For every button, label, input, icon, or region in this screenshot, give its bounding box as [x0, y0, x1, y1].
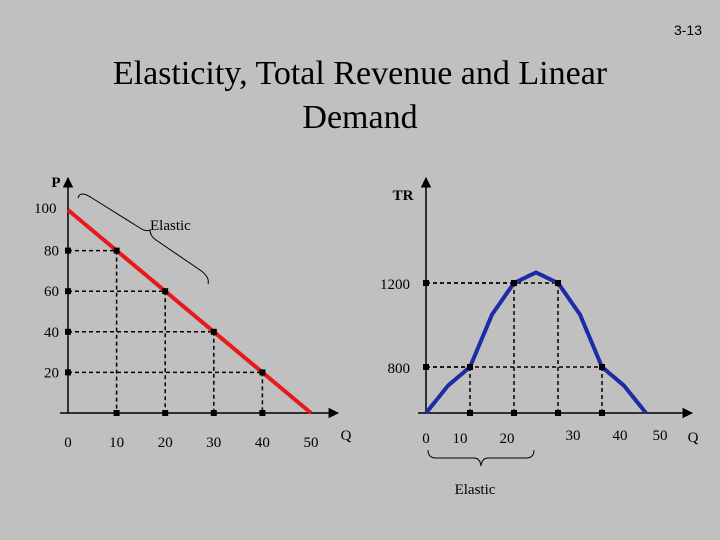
demand-point [113, 247, 120, 254]
tr-y-marker [423, 364, 429, 370]
tr-y-tick-label: 1200 [380, 277, 410, 293]
tr-y-ticks: 800 1200 [380, 277, 410, 377]
demand-y-tick-label: 40 [44, 325, 59, 341]
tr-x-tick-marker [467, 410, 473, 416]
tr-y-axis-title: TR [393, 188, 414, 204]
demand-x-tick-marker [259, 410, 266, 416]
tr-point [599, 364, 605, 370]
tr-x-tick-label: 50 [653, 428, 668, 444]
demand-y-tick-label: 80 [44, 244, 59, 260]
demand-point [162, 288, 169, 295]
demand-y-axis-title: P [51, 175, 60, 191]
tr-x-tick-label: 0 [422, 431, 430, 447]
demand-x-tick-label: 10 [109, 435, 124, 451]
tr-point [555, 280, 561, 286]
demand-x-tick-marker [113, 410, 120, 416]
demand-y-ticks: 20 40 60 80 100 [34, 201, 59, 381]
tr-elastic-annotation: Elastic [455, 482, 496, 498]
tr-x-tick-label: 20 [500, 431, 515, 447]
slide-number: 3-13 [673, 22, 702, 38]
demand-x-tick-label: 30 [206, 435, 221, 451]
demand-series-line [66, 208, 313, 415]
demand-y-tick-label: 20 [44, 365, 59, 381]
demand-x-axis-title: Q [341, 428, 352, 444]
tr-x-axis-title: Q [688, 430, 699, 446]
tr-x-ticks: 0 10 20 30 40 50 [422, 410, 668, 447]
demand-elastic-brace [77, 193, 209, 285]
slide-title: Elasticity, Total Revenue and Linear Dem… [40, 52, 680, 140]
demand-x-tick-label: 0 [64, 435, 72, 451]
tr-series-curve [424, 270, 648, 415]
title-line-1: Elasticity, Total Revenue and Linear [112, 55, 608, 92]
tr-x-tick-marker [599, 410, 605, 416]
demand-x-ticks: 0 10 20 30 40 50 [64, 410, 319, 451]
demand-elastic-annotation: Elastic [150, 218, 191, 234]
tr-guides [426, 282, 603, 413]
tr-x-tick-marker [511, 410, 517, 416]
tr-curve [424, 270, 648, 415]
demand-y-tick-label: 60 [44, 284, 59, 300]
tr-points [423, 280, 605, 370]
tr-chart: 0 10 20 30 40 50 800 1200 TR Q Elastic [380, 176, 699, 498]
tr-x-tick-label: 30 [566, 428, 581, 444]
tr-y-tick-label: 800 [388, 361, 411, 377]
tr-x-tick-label: 10 [453, 431, 468, 447]
demand-x-tick-label: 20 [158, 435, 173, 451]
demand-point [210, 328, 217, 335]
demand-y-marker [65, 369, 71, 376]
tr-point [511, 280, 517, 286]
demand-points [65, 247, 266, 376]
tr-x-tick-label: 40 [613, 428, 628, 444]
tr-elastic-brace [427, 449, 535, 467]
demand-chart: 0 10 20 30 40 50 20 40 60 80 100 P Q Elastic [34, 175, 352, 451]
demand-point [259, 369, 266, 376]
title-line-2: Demand [302, 99, 418, 136]
demand-x-tick-label: 50 [304, 435, 319, 451]
demand-x-tick-label: 40 [255, 435, 270, 451]
tr-point [467, 364, 473, 370]
demand-y-marker [65, 328, 71, 335]
demand-line [66, 208, 313, 415]
demand-y-tick-label: 100 [34, 201, 57, 217]
demand-x-tick-marker [210, 410, 217, 416]
tr-y-marker [423, 280, 429, 286]
demand-x-tick-marker [162, 410, 169, 416]
tr-x-tick-marker [555, 410, 561, 416]
demand-y-marker [65, 288, 71, 295]
demand-guides [68, 249, 264, 413]
demand-y-marker [65, 247, 71, 254]
